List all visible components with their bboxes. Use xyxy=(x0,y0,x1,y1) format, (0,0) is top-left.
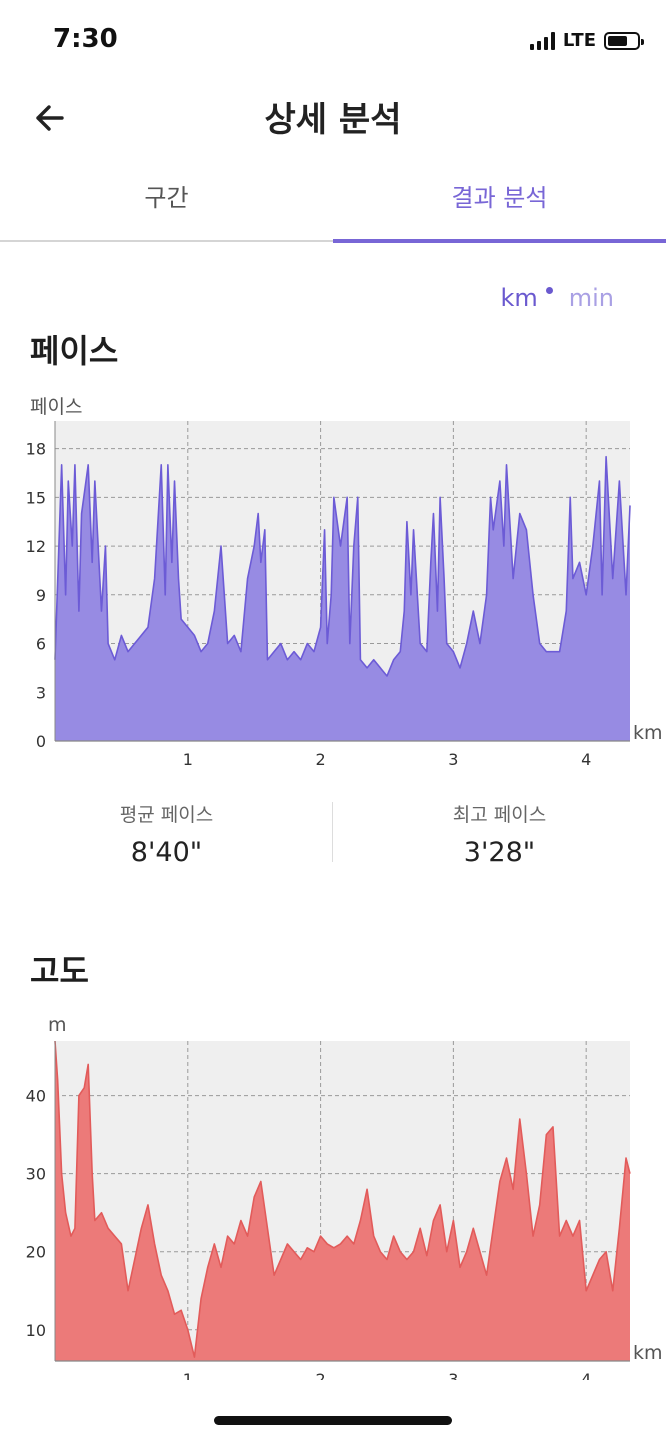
tab-bar: 구간 결과 분석 xyxy=(0,160,666,243)
pace-y-tick-label: 3 xyxy=(36,683,46,702)
elevation-area xyxy=(55,1041,630,1361)
battery-icon xyxy=(604,31,644,50)
pace-x-tick-label: 1 xyxy=(183,750,193,769)
pace-y-tick-label: 6 xyxy=(36,635,46,654)
home-indicator[interactable] xyxy=(214,1416,452,1425)
pace-section-title: 페이스 xyxy=(30,332,119,370)
elevation-x-tick-label: 2 xyxy=(315,1370,325,1380)
elevation-x-tick-label: 1 xyxy=(183,1370,193,1380)
stat-divider xyxy=(332,802,333,862)
unit-min-option[interactable]: min xyxy=(568,284,614,312)
pace-x-tick-label: 4 xyxy=(581,750,591,769)
elevation-section-title: 고도 xyxy=(30,952,89,990)
pace-y-tick-label: 12 xyxy=(26,537,46,556)
elevation-x-tick-label: 4 xyxy=(581,1370,591,1380)
selected-dot-icon xyxy=(545,287,553,294)
status-bar: 7:30 LTE xyxy=(0,0,666,80)
pace-x-axis-label: km xyxy=(633,722,663,744)
elevation-chart: 10 20 30 40 1 2 3 4 xyxy=(26,1040,631,1380)
arrow-left-icon xyxy=(36,105,64,131)
avg-pace-label: 평균 페이스 xyxy=(119,804,214,826)
elevation-x-tick-label: 3 xyxy=(448,1370,458,1380)
elevation-y-tick-label: 20 xyxy=(26,1243,46,1262)
elevation-y-tick-label: 10 xyxy=(26,1321,46,1340)
tab-result-analysis[interactable]: 결과 분석 xyxy=(451,184,548,212)
unit-km-option[interactable]: km xyxy=(500,284,538,312)
elevation-line xyxy=(54,1040,631,1358)
avg-pace-stat: 평균 페이스 8'40" xyxy=(0,800,333,868)
pace-area xyxy=(55,456,630,741)
pace-y-axis-label: 페이스 xyxy=(30,396,83,418)
header: 상세 분석 xyxy=(0,80,666,152)
pace-x-tick-label: 3 xyxy=(448,750,458,769)
unit-toggle: km min xyxy=(500,284,614,312)
elevation-y-tick-label: 40 xyxy=(26,1087,46,1106)
active-tab-indicator xyxy=(333,239,666,243)
best-pace-value: 3'28" xyxy=(463,837,536,868)
best-pace-label: 최고 페이스 xyxy=(452,804,547,826)
pace-y-tick-label: 9 xyxy=(36,586,46,605)
back-button[interactable] xyxy=(30,98,70,138)
signal-icon xyxy=(529,31,555,50)
elevation-y-tick-label: 30 xyxy=(26,1165,46,1184)
avg-pace-value: 8'40" xyxy=(130,837,203,868)
status-time: 7:30 xyxy=(53,24,118,54)
pace-y-tick-label: 15 xyxy=(26,488,46,507)
elevation-x-axis-label: km xyxy=(633,1342,663,1364)
page-title: 상세 분석 xyxy=(264,100,402,140)
tab-sections[interactable]: 구간 xyxy=(144,184,189,212)
pace-y-tick-label: 0 xyxy=(36,732,46,751)
status-indicators: LTE xyxy=(529,30,644,51)
best-pace-stat: 최고 페이스 3'28" xyxy=(333,800,666,868)
network-label: LTE xyxy=(562,30,596,51)
pace-line xyxy=(54,455,631,677)
pace-x-tick-label: 2 xyxy=(315,750,325,769)
pace-y-tick-label: 18 xyxy=(26,440,46,459)
elevation-y-axis-label: m xyxy=(48,1014,67,1036)
pace-stats: 평균 페이스 8'40" 최고 페이스 3'28" xyxy=(0,800,666,868)
